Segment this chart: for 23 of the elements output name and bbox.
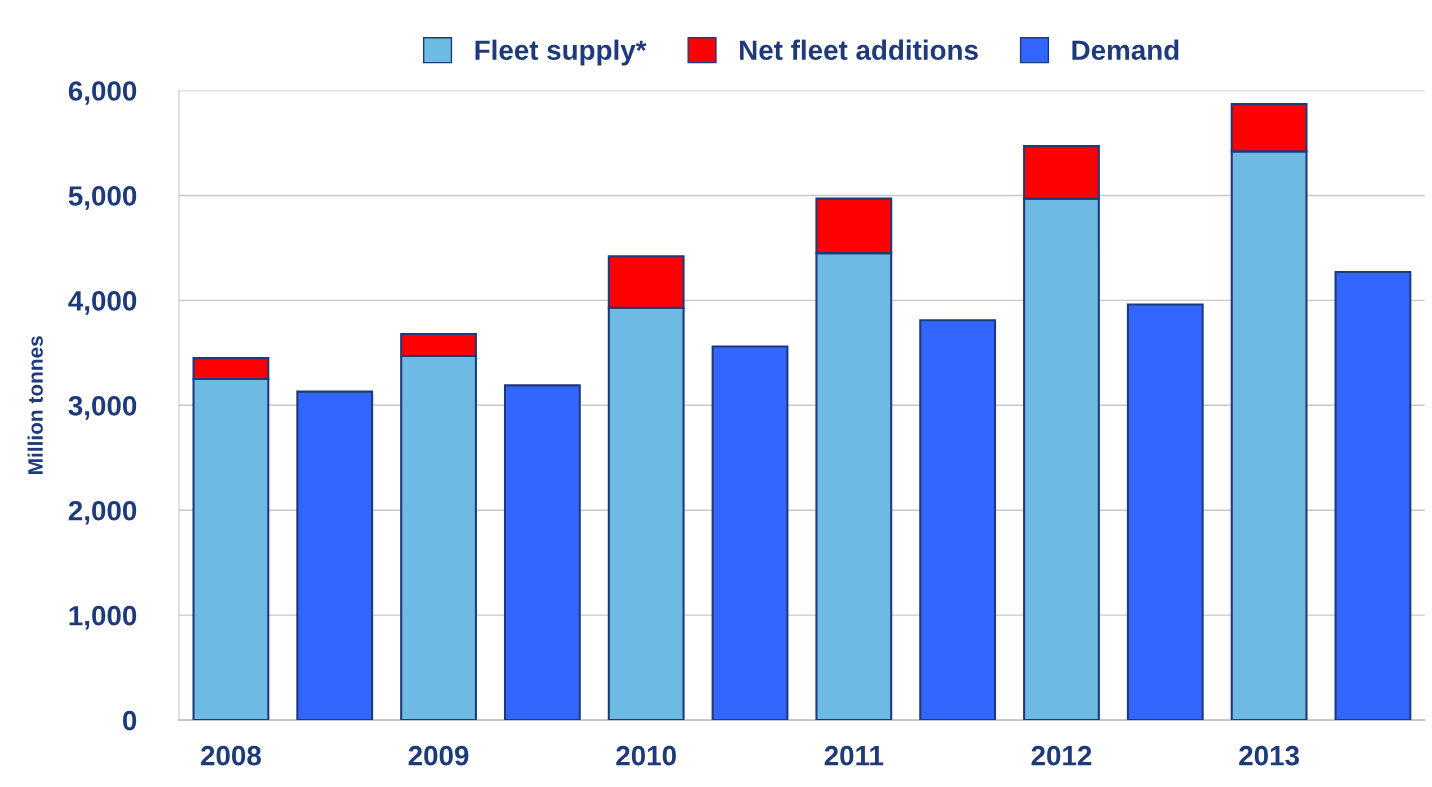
bar [1334, 271, 1412, 721]
y-tick-label: 5,000 [68, 186, 137, 210]
y-tick-label: 4,000 [68, 291, 137, 315]
bar [503, 384, 581, 721]
y-axis-title: Million tonnes [27, 336, 43, 474]
y-tick-label: 2,000 [68, 500, 137, 525]
legend-label: Fleet supply* [475, 39, 647, 66]
x-tick-label: 2011 [824, 745, 884, 766]
bar [919, 319, 997, 721]
y-tick-label: 6,000 [68, 81, 137, 105]
y-tick-label: 0 [122, 710, 137, 731]
x-tick-label: 2008 [200, 745, 261, 766]
bar [296, 390, 374, 721]
bar [1126, 303, 1204, 721]
x-tick-label: 2010 [616, 745, 676, 766]
legend-label: Net fleet additions [740, 39, 978, 61]
legend-label: Demand [1072, 39, 1179, 61]
x-tick-label: 2013 [1239, 745, 1300, 766]
y-tick-label: 1,000 [69, 605, 137, 630]
x-tick-label: 2009 [408, 745, 469, 766]
bar [711, 345, 789, 721]
y-tick-label: 3,000 [68, 395, 137, 420]
x-tick-label: 2012 [1031, 745, 1092, 766]
